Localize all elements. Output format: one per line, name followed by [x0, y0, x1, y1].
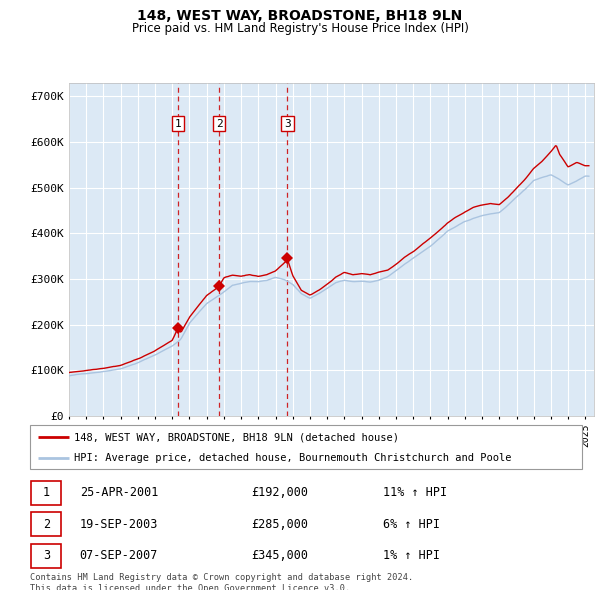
FancyBboxPatch shape: [31, 544, 61, 568]
Text: 1% ↑ HPI: 1% ↑ HPI: [383, 549, 440, 562]
Text: 3: 3: [284, 119, 291, 129]
Text: 6% ↑ HPI: 6% ↑ HPI: [383, 518, 440, 531]
Text: 25-APR-2001: 25-APR-2001: [80, 486, 158, 499]
Text: Price paid vs. HM Land Registry's House Price Index (HPI): Price paid vs. HM Land Registry's House …: [131, 22, 469, 35]
Text: 1: 1: [43, 486, 50, 499]
Text: £285,000: £285,000: [251, 518, 308, 531]
Text: 148, WEST WAY, BROADSTONE, BH18 9LN (detached house): 148, WEST WAY, BROADSTONE, BH18 9LN (det…: [74, 432, 399, 442]
Text: 11% ↑ HPI: 11% ↑ HPI: [383, 486, 448, 499]
FancyBboxPatch shape: [31, 513, 61, 536]
Text: £192,000: £192,000: [251, 486, 308, 499]
Text: 1: 1: [175, 119, 181, 129]
Text: 2: 2: [216, 119, 223, 129]
Text: 19-SEP-2003: 19-SEP-2003: [80, 518, 158, 531]
FancyBboxPatch shape: [30, 425, 582, 469]
FancyBboxPatch shape: [31, 481, 61, 505]
Text: 148, WEST WAY, BROADSTONE, BH18 9LN: 148, WEST WAY, BROADSTONE, BH18 9LN: [137, 9, 463, 23]
Text: 2: 2: [43, 518, 50, 531]
Text: HPI: Average price, detached house, Bournemouth Christchurch and Poole: HPI: Average price, detached house, Bour…: [74, 453, 512, 463]
Text: 3: 3: [43, 549, 50, 562]
Text: 07-SEP-2007: 07-SEP-2007: [80, 549, 158, 562]
Text: Contains HM Land Registry data © Crown copyright and database right 2024.
This d: Contains HM Land Registry data © Crown c…: [30, 573, 413, 590]
Text: £345,000: £345,000: [251, 549, 308, 562]
